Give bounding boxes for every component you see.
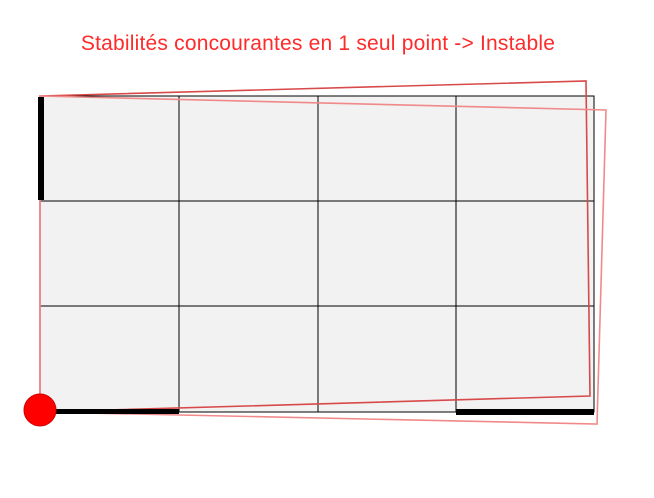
grid-panel: [39, 95, 595, 413]
vertical-support-bar: [38, 97, 44, 200]
diagram-title: Stabilités concourantes en 1 seul point …: [80, 32, 556, 55]
bottom-left-support-bar: [44, 409, 179, 414]
bottom-right-support-bar: [456, 409, 594, 415]
rotated-outline-secondary: [39, 95, 607, 425]
pivot-point: [23, 393, 57, 427]
